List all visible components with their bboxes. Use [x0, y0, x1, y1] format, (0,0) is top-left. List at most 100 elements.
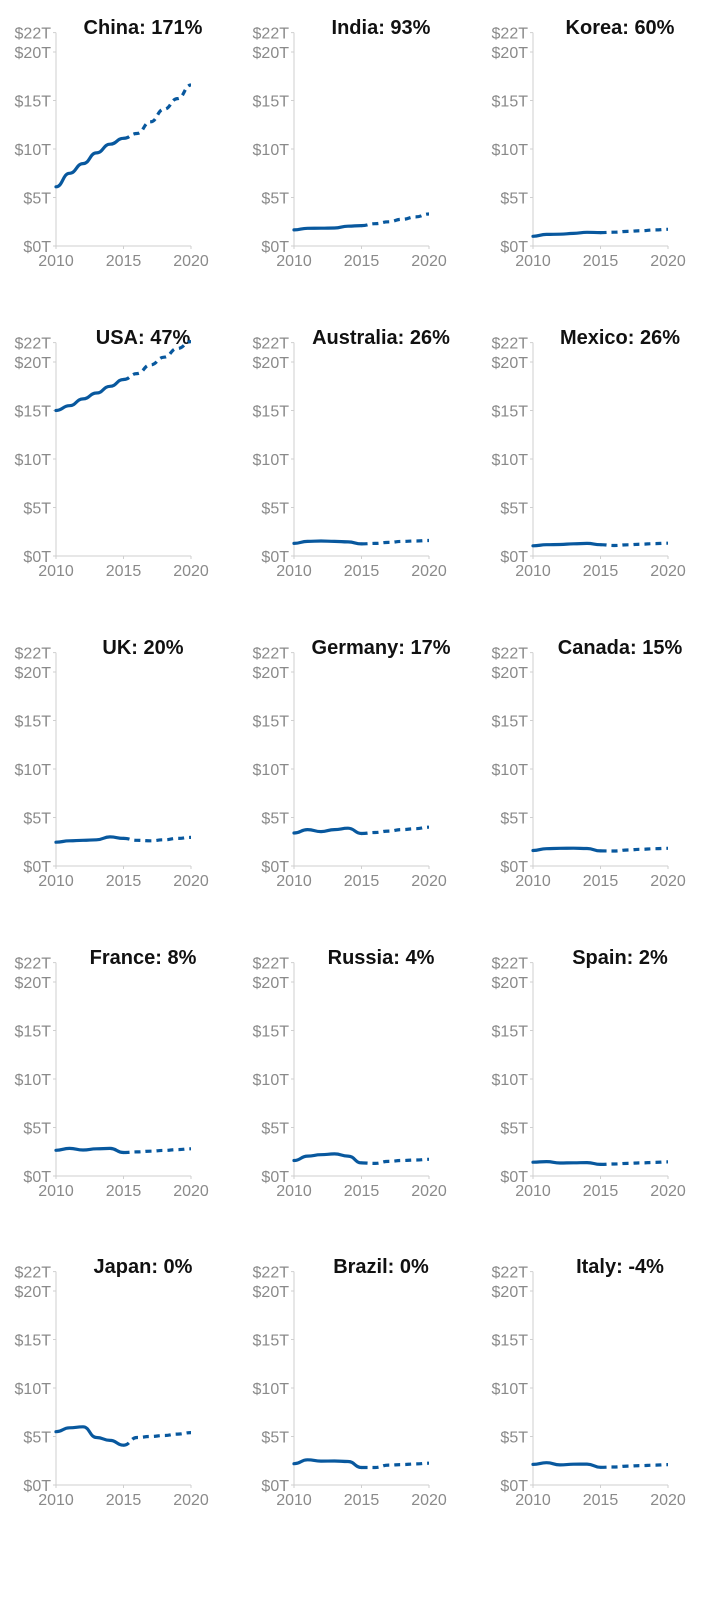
- y-tick-label: $15T: [492, 94, 529, 111]
- x-tick-label: 2010: [515, 253, 551, 270]
- y-tick-label: $5T: [23, 501, 51, 518]
- projection-line: [600, 846, 669, 853]
- y-tick-label: $20T: [253, 355, 290, 372]
- y-tick-label: $22T: [253, 646, 290, 663]
- y-tick-label: $20T: [253, 975, 290, 992]
- y-tick-label: $0T: [500, 239, 528, 256]
- y-tick-label: $22T: [253, 26, 290, 43]
- chart-panel-1: China: 171% $0T $5T $10T $15T $20T $22T 2010 201…: [15, 17, 209, 270]
- x-tick-label: 2010: [38, 1183, 74, 1200]
- y-tick-label: $20T: [15, 1284, 52, 1301]
- projection-line: [123, 83, 192, 140]
- x-tick-label: 2020: [650, 253, 686, 270]
- chart-panel-5: Australia: 26% $0T $5T $10T $15T $20T $22T 2010…: [253, 327, 451, 580]
- chart-panel-11: Russia: 4% $0T $5T $10T $15T $20T $22T 2010 2015…: [253, 947, 447, 1200]
- x-tick-label: 2010: [276, 1492, 312, 1509]
- historical-line: [531, 846, 603, 853]
- x-tick-label: 2010: [276, 253, 312, 270]
- chart-title: Russia: 4%: [328, 947, 435, 969]
- projection-line: [123, 835, 192, 843]
- y-tick-label: $15T: [492, 404, 529, 421]
- x-tick-label: 2010: [276, 563, 312, 580]
- chart-panel-13: Japan: 0% $0T $5T $10T $15T $20T $22T 2010 2015 2…: [15, 1256, 209, 1509]
- chart-panel-6: Mexico: 26% $0T $5T $10T $15T $20T $22T 2010 201…: [492, 327, 686, 580]
- y-tick-label: $0T: [23, 859, 51, 876]
- y-tick-label: $0T: [500, 859, 528, 876]
- y-tick-label: $20T: [15, 355, 52, 372]
- y-tick-label: $20T: [15, 45, 52, 62]
- x-tick-label: 2010: [38, 1492, 74, 1509]
- y-tick-label: $22T: [492, 646, 529, 663]
- x-tick-label: 2015: [106, 563, 142, 580]
- x-tick-label: 2020: [411, 563, 447, 580]
- chart-panel-12: Spain: 2% $0T $5T $10T $15T $20T $22T 2010 2015 2…: [492, 947, 686, 1200]
- y-tick-label: $15T: [15, 1024, 52, 1041]
- y-tick-label: $10T: [492, 1072, 529, 1089]
- y-tick-label: $0T: [500, 1478, 528, 1495]
- y-tick-label: $15T: [492, 1333, 529, 1350]
- x-tick-label: 2020: [411, 1492, 447, 1509]
- chart-title: Germany: 17%: [312, 637, 451, 659]
- x-tick-label: 2015: [106, 253, 142, 270]
- chart-panel-2: India: 93% $0T $5T $10T $15T $20T $22T 2010 2015…: [253, 17, 447, 270]
- projection-line: [600, 541, 669, 548]
- historical-line: [292, 1458, 364, 1470]
- historical-line: [292, 1152, 364, 1165]
- chart-title: Australia: 26%: [312, 327, 450, 349]
- y-tick-label: $22T: [492, 956, 529, 973]
- chart-title: China: 171%: [84, 17, 203, 39]
- x-tick-label: 2020: [650, 1492, 686, 1509]
- projection-line: [361, 1157, 430, 1166]
- chart-title: Japan: 0%: [94, 1256, 193, 1278]
- y-tick-label: $10T: [492, 142, 529, 159]
- y-tick-label: $10T: [253, 142, 290, 159]
- y-tick-label: $5T: [261, 501, 289, 518]
- y-tick-label: $5T: [261, 1121, 289, 1138]
- y-tick-label: $15T: [15, 94, 52, 111]
- y-tick-label: $20T: [492, 355, 529, 372]
- chart-panel-8: Germany: 17% $0T $5T $10T $15T $20T $22T 2010 20…: [253, 637, 451, 890]
- historical-line: [531, 541, 603, 548]
- chart-title: Korea: 60%: [566, 17, 675, 39]
- y-tick-label: $15T: [253, 94, 290, 111]
- x-tick-label: 2020: [173, 563, 209, 580]
- x-tick-label: 2020: [411, 873, 447, 890]
- y-tick-label: $22T: [492, 26, 529, 43]
- chart-panel-3: Korea: 60% $0T $5T $10T $15T $20T $22T 2010 2015…: [492, 17, 686, 270]
- x-tick-label: 2010: [38, 253, 74, 270]
- x-tick-label: 2015: [344, 253, 380, 270]
- y-tick-label: $0T: [23, 1478, 51, 1495]
- chart-panel-7: UK: 20% $0T $5T $10T $15T $20T $22T 2010 2015 202…: [15, 637, 209, 890]
- y-tick-label: $10T: [253, 452, 290, 469]
- y-tick-label: $10T: [492, 762, 529, 779]
- x-tick-label: 2020: [411, 253, 447, 270]
- y-tick-label: $22T: [253, 1265, 290, 1282]
- projection-line: [361, 825, 430, 836]
- chart-title: USA: 47%: [96, 327, 191, 349]
- x-tick-label: 2020: [173, 1183, 209, 1200]
- y-tick-label: $15T: [253, 404, 290, 421]
- y-tick-label: $0T: [261, 549, 289, 566]
- projection-line: [600, 227, 669, 235]
- y-tick-label: $5T: [23, 191, 51, 208]
- y-tick-label: $5T: [500, 191, 528, 208]
- chart-title: Italy: -4%: [576, 1256, 664, 1278]
- historical-line: [54, 377, 126, 413]
- y-tick-label: $5T: [500, 1121, 528, 1138]
- y-tick-label: $0T: [261, 1169, 289, 1186]
- x-tick-label: 2020: [650, 873, 686, 890]
- y-tick-label: $22T: [253, 956, 290, 973]
- chart-panel-9: Canada: 15% $0T $5T $10T $15T $20T $22T 2010 201…: [492, 637, 686, 890]
- y-tick-label: $22T: [492, 1265, 529, 1282]
- projection-line: [123, 340, 192, 382]
- y-tick-label: $15T: [253, 714, 290, 731]
- x-tick-label: 2015: [344, 1183, 380, 1200]
- chart-panel-4: USA: 47% $0T $5T $10T $15T $20T $22T 2010 2015 20…: [15, 327, 209, 580]
- historical-line: [531, 1160, 603, 1166]
- x-tick-label: 2020: [173, 873, 209, 890]
- x-tick-label: 2015: [583, 253, 619, 270]
- y-tick-label: $15T: [15, 1333, 52, 1350]
- y-tick-label: $5T: [261, 1430, 289, 1447]
- y-tick-label: $10T: [253, 762, 290, 779]
- chart-title: Canada: 15%: [558, 637, 683, 659]
